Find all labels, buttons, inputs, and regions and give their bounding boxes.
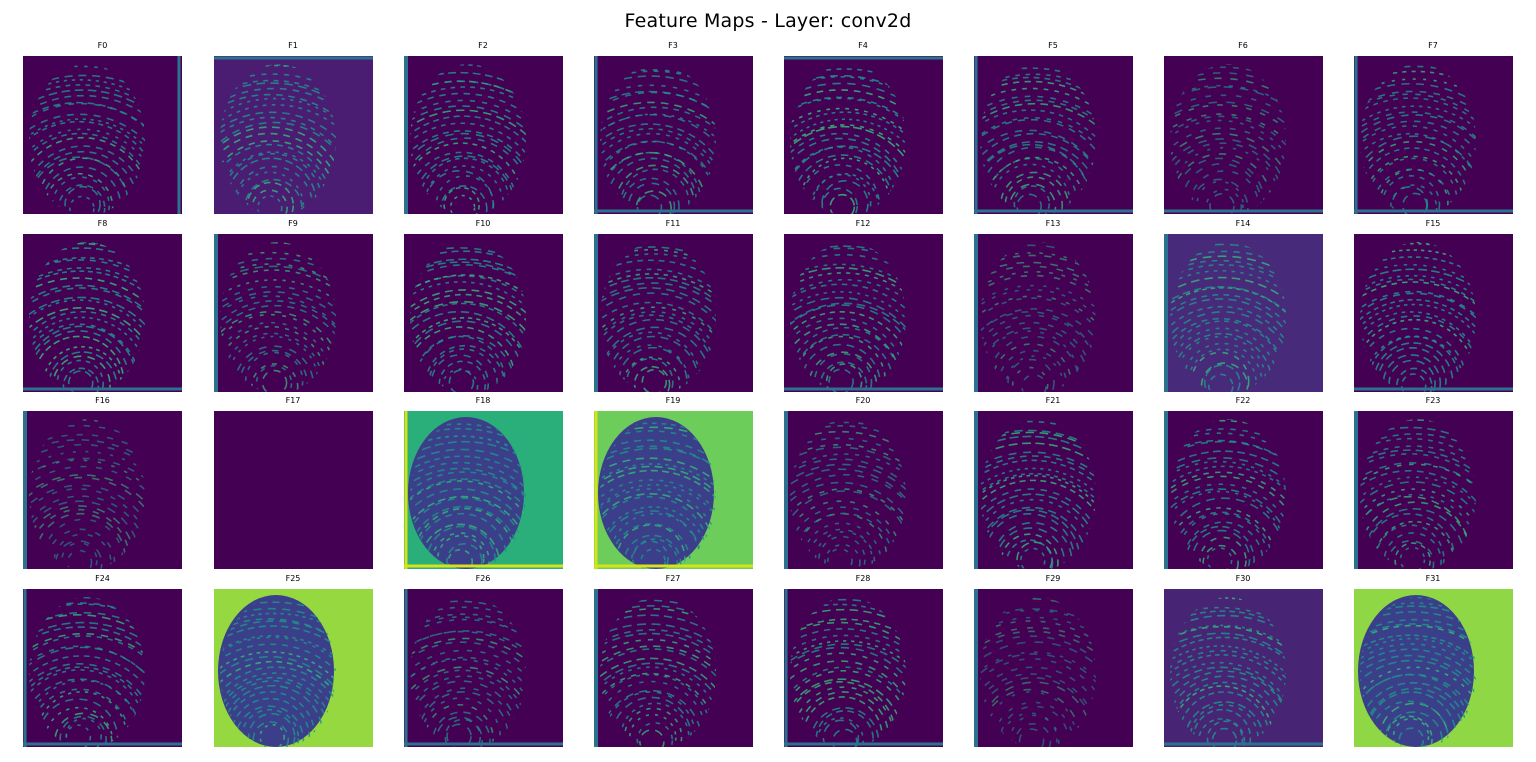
feature-map-label: F17: [285, 396, 301, 405]
feature-map-label: F7: [1428, 41, 1438, 50]
feature-map-label: F0: [97, 41, 108, 50]
feature-map-image: [973, 56, 1133, 214]
feature-map-image: [403, 588, 563, 747]
feature-map-label: F30: [1235, 573, 1251, 583]
feature-map-image: [973, 588, 1133, 747]
feature-map-label: F23: [1425, 396, 1441, 405]
feature-map-label: F9: [288, 218, 298, 228]
feature-map-label: F6: [1238, 41, 1248, 50]
feature-map-label: F31: [1425, 573, 1441, 583]
feature-map-image: [973, 233, 1133, 392]
feature-map-label: F22: [1235, 396, 1251, 405]
feature-map-label: F10: [475, 218, 491, 228]
feature-map-image: [213, 588, 373, 747]
feature-map-label: F12: [855, 218, 871, 228]
feature-map-image: [403, 411, 563, 569]
feature-map-image: [23, 411, 182, 569]
feature-map-image: [1163, 588, 1323, 747]
feature-map-label: F19: [665, 396, 681, 405]
feature-map-image: [593, 233, 753, 392]
feature-map-label: F18: [475, 396, 491, 405]
feature-map-image: [783, 56, 943, 214]
feature-map-image: [1353, 588, 1513, 747]
feature-map-label: F4: [858, 41, 868, 50]
feature-map-label: F11: [665, 218, 681, 228]
feature-map-label: F20: [855, 396, 871, 405]
feature-map-image: [403, 233, 563, 392]
feature-map-image: [1163, 233, 1323, 392]
feature-map-label: F28: [855, 573, 871, 583]
feature-map-image: [1353, 56, 1513, 214]
feature-map-image: [23, 233, 182, 392]
feature-map-image: [1163, 56, 1323, 214]
feature-map-image: [1353, 233, 1513, 392]
feature-map-label: F21: [1045, 396, 1061, 405]
feature-map-label: F5: [1048, 41, 1058, 50]
feature-map-image: [593, 588, 753, 747]
feature-map-image: [23, 56, 182, 214]
feature-map-image: [1353, 411, 1513, 569]
feature-map-label: F2: [478, 41, 488, 50]
feature-map-image: [593, 411, 753, 569]
feature-map-image: [783, 411, 943, 569]
feature-map-label: F16: [95, 396, 110, 405]
feature-map-image: [213, 233, 373, 392]
feature-map-image: [213, 56, 373, 214]
feature-map-image: [783, 588, 943, 747]
feature-map-image: [1163, 411, 1323, 569]
feature-map-label: F26: [475, 573, 491, 583]
figure-title: Feature Maps - Layer: conv2d: [624, 10, 912, 32]
feature-map-label: F24: [95, 573, 110, 583]
feature-map-label: F8: [97, 218, 108, 228]
feature-map-image: [593, 56, 753, 214]
feature-map-image: [213, 411, 373, 569]
feature-map-label: F29: [1045, 573, 1061, 583]
feature-map-image: [783, 233, 943, 392]
feature-map-image: [403, 56, 563, 214]
feature-map-label: F15: [1425, 218, 1441, 228]
feature-map-label: F1: [288, 41, 298, 50]
feature-map-image: [973, 411, 1133, 569]
feature-map-label: F13: [1045, 218, 1061, 228]
feature-map-label: F25: [285, 573, 301, 583]
feature-map-label: F27: [665, 573, 681, 583]
feature-map-image: [23, 588, 182, 747]
feature-map-label: F3: [668, 41, 678, 50]
feature-map-label: F14: [1235, 218, 1251, 228]
